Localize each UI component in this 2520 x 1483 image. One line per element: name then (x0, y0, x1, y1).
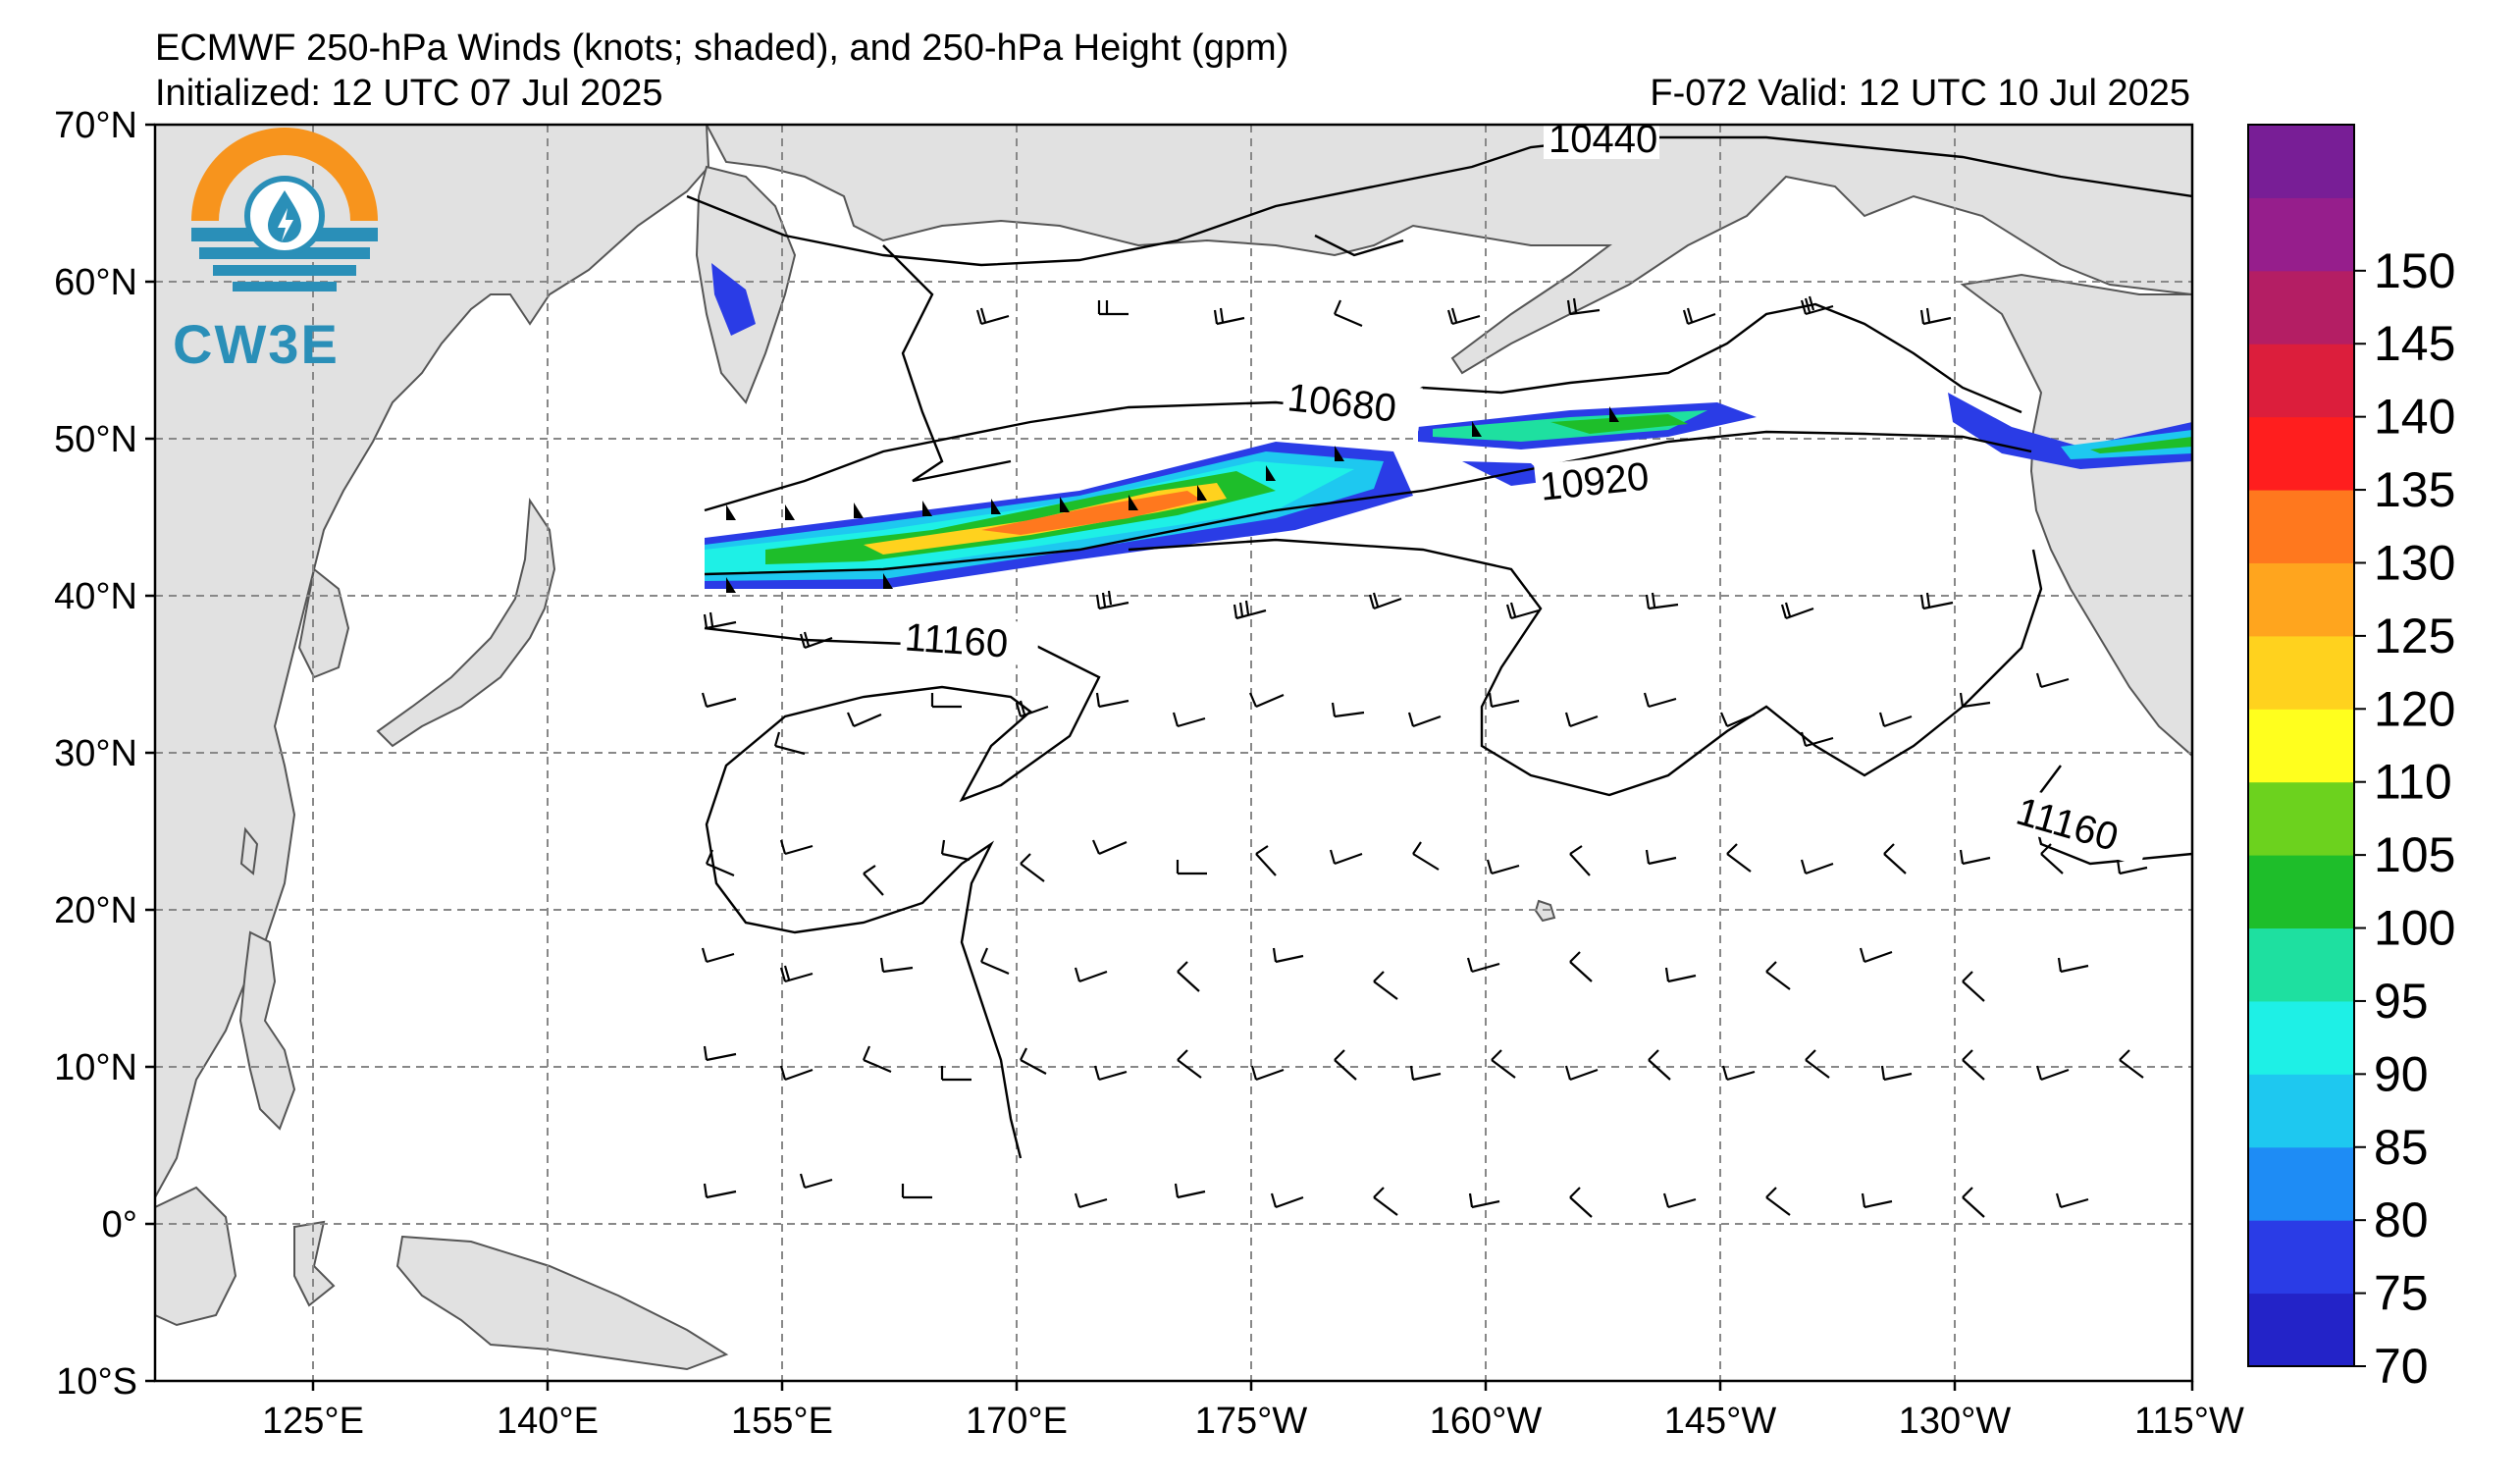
colorbar-swatch (2248, 125, 2354, 198)
height-contours (686, 135, 2192, 1159)
height-label-11160-west: 11160 (903, 615, 1009, 665)
wind-barbs (701, 295, 2148, 1218)
lon-label: 175°W (1195, 1401, 1308, 1442)
lat-label: 50°N (54, 419, 137, 460)
lon-label: 145°W (1664, 1401, 1777, 1442)
colorbar-swatch (2248, 927, 2354, 1002)
colorbar-swatch (2248, 1220, 2354, 1295)
lat-label: 60°N (54, 262, 137, 303)
colorbar-tick-label: 105 (2374, 827, 2455, 882)
lat-label: 10°S (56, 1361, 137, 1403)
axis-ticks (145, 123, 2194, 1391)
colorbar-tick-label: 125 (2374, 609, 2455, 663)
colorbar-tick-label: 85 (2374, 1120, 2429, 1175)
land-new-guinea (395, 1235, 729, 1371)
colorbar-tick-label: 135 (2374, 462, 2455, 517)
colorbar-swatch (2248, 1000, 2354, 1075)
lat-label: 0° (102, 1204, 137, 1245)
lon-label: 160°W (1430, 1401, 1543, 1442)
lat-label: 70°N (54, 105, 137, 146)
colorbar-swatch (2248, 1293, 2354, 1367)
colorbar-frame (2247, 124, 2355, 1367)
lat-label: 10°N (54, 1047, 137, 1088)
colorbar-tick-label: 120 (2374, 681, 2455, 736)
map-title: ECMWF 250-hPa Winds (knots; shaded), and… (155, 27, 1289, 69)
lon-label: 125°E (262, 1401, 364, 1442)
colorbar: 70 75 80 85 90 95 100 105 110 120 125 130 135 140 145 1… (2247, 124, 2455, 1394)
gridlines (155, 125, 2192, 1381)
land-alaska (705, 125, 2192, 375)
logo-text: CW3E (173, 313, 340, 375)
colorbar-tick-label: 150 (2374, 243, 2455, 298)
colorbar-swatch (2248, 855, 2354, 929)
land-taiwan (239, 826, 259, 875)
valid-time: F-072 Valid: 12 UTC 10 Jul 2025 (1650, 73, 2190, 114)
lon-label: 155°E (731, 1401, 833, 1442)
lon-label: 140°E (497, 1401, 599, 1442)
colorbar-tick-label: 100 (2374, 901, 2455, 956)
colorbar-swatch (2248, 1146, 2354, 1221)
colorbar-swatch (2248, 490, 2354, 563)
land-philippines (238, 930, 296, 1131)
sun-arc-icon (191, 128, 378, 221)
latitude-labels: 70°N 60°N 50°N 40°N 30°N 20°N 10°N 0° 10… (54, 105, 137, 1403)
wind-pennants (726, 406, 1619, 593)
colorbar-tick-label: 95 (2374, 974, 2429, 1029)
jet-shading (705, 263, 2192, 589)
colorbar-tick-label: 80 (2374, 1192, 2429, 1247)
land-borneo (155, 1186, 237, 1327)
land-japan (376, 498, 556, 748)
colorbar-swatch (2248, 1074, 2354, 1148)
land-sulawesi (293, 1220, 336, 1307)
colorbar-swatch (2248, 270, 2354, 344)
colorbar-tick-label: 130 (2374, 535, 2455, 590)
colorbar-swatch (2248, 416, 2354, 491)
colorbar-tick-label: 90 (2374, 1046, 2429, 1101)
colorbar-swatch (2248, 344, 2354, 418)
colorbar-tick-label: 75 (2374, 1266, 2429, 1321)
land-kamchatka (695, 165, 797, 404)
lat-label: 30°N (54, 733, 137, 774)
colorbar-tick-label: 110 (2374, 755, 2452, 810)
colorbar-swatch (2248, 197, 2354, 272)
colorbar-swatch (2248, 781, 2354, 856)
lon-label: 115°W (2134, 1401, 2244, 1442)
longitude-labels: 125°E 140°E 155°E 170°E 175°W 160°W 145°… (262, 1401, 2244, 1442)
colorbar-swatch (2248, 635, 2354, 710)
lat-label: 20°N (54, 890, 137, 931)
lon-label: 170°E (966, 1401, 1068, 1442)
colorbar-tick-label: 70 (2374, 1339, 2429, 1394)
lon-label: 130°W (1899, 1401, 2012, 1442)
colorbar-swatch (2248, 562, 2354, 637)
cw3e-logo (191, 128, 378, 291)
colorbar-tick-label: 145 (2374, 316, 2455, 371)
initialized-time: Initialized: 12 UTC 07 Jul 2025 (155, 73, 663, 114)
colorbar-tick-label: 140 (2374, 390, 2455, 445)
colorbar-swatch (2248, 709, 2354, 783)
lat-label: 40°N (54, 576, 137, 617)
